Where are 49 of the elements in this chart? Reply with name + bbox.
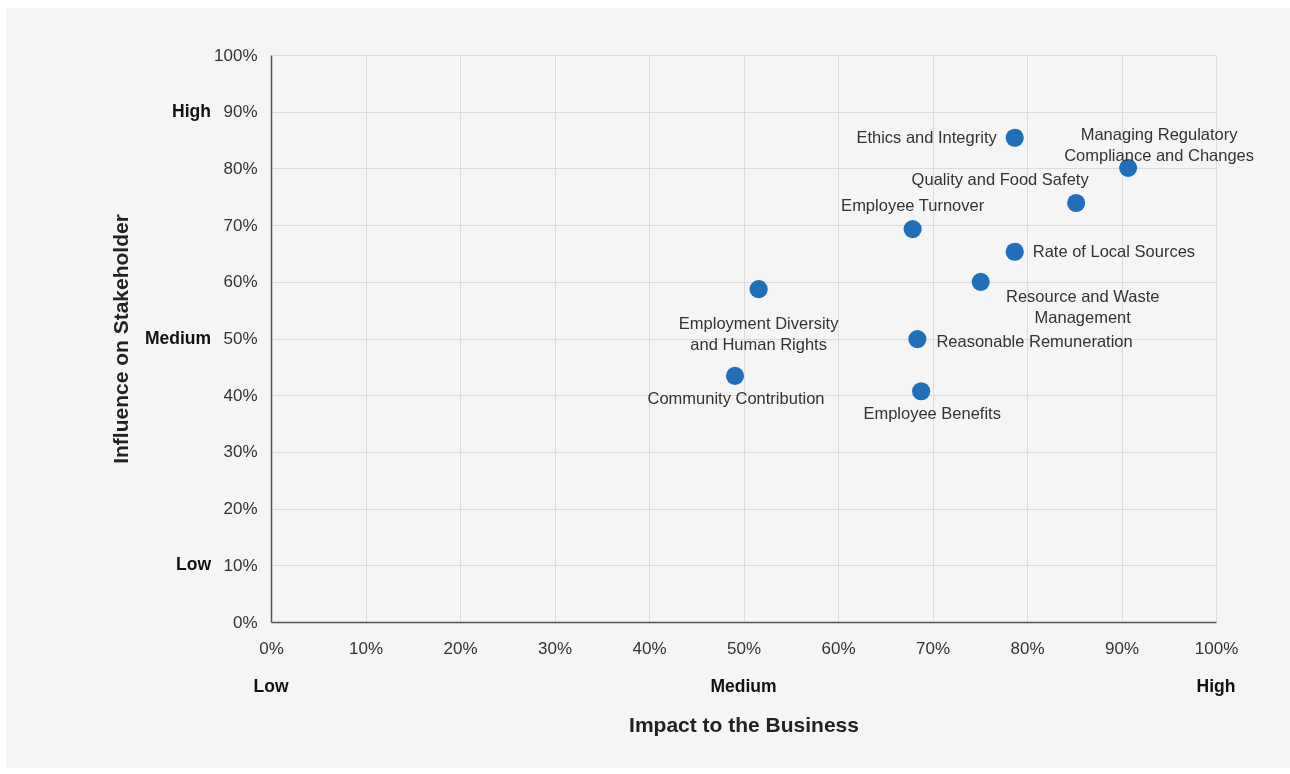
text: Medium [144,327,211,348]
y-tick-label: 90% [223,102,258,122]
point [1067,193,1086,213]
x-tick-label: 10% [348,638,384,658]
point [971,272,990,291]
annotation: Ethics and Integrity [856,127,998,146]
x-tick-label: 100% [1194,638,1239,658]
point [749,280,768,299]
annotation: Community Contribution [647,388,825,407]
x-tick-label: 70% [915,638,951,658]
text: High [1196,676,1236,696]
point [912,382,931,401]
text: High [172,100,211,121]
text: Low [176,554,212,575]
annotation: Employee Turnover [841,196,985,215]
y-tick-label: 10% [223,555,258,575]
y-axis-title: Influence on Stakeholder [108,214,132,464]
x-tick-label: 80% [1010,638,1045,658]
point [725,366,745,385]
y-tick-label: 80% [223,158,258,178]
y-tick-label: 70% [223,215,258,235]
point [1005,128,1024,147]
x-tick-label: 50% [726,638,762,658]
point [903,220,922,239]
annotation: Employee Benefits [863,404,1001,423]
x-tick-label: 60% [821,638,856,658]
y-tick-label: 50% [223,329,258,348]
y-tick-label: 40% [223,385,258,405]
annotation: Reasonable Remuneration [936,332,1133,351]
y-tick-label: 100% [214,45,258,65]
x-axis-title: Impact to the Business [629,712,859,736]
text: Low [253,676,289,696]
x-tick-label: 40% [632,638,667,658]
annotation: Rate of Local Sources [1032,241,1196,260]
point [908,330,927,349]
text: Medium [710,676,777,696]
annotation: Resource and Waste Management [1005,286,1160,326]
y-tick-label: 20% [223,499,258,519]
x-tick-label: 0% [259,638,284,658]
x-tick-label: 20% [443,638,478,658]
x-tick-label: 30% [537,638,573,658]
y-tick-label: 0% [232,612,258,632]
x-tick-label: 90% [1104,638,1140,658]
point [1005,242,1024,261]
annotation: Quality and Food Safety [911,169,1090,188]
annotation: Managing Regulatory Compliance and Changes [1064,124,1255,164]
y-tick-label: 60% [223,272,258,292]
y-tick-label: 30% [223,442,258,462]
annotation: Employment Diversity and Human Rights [678,314,840,354]
